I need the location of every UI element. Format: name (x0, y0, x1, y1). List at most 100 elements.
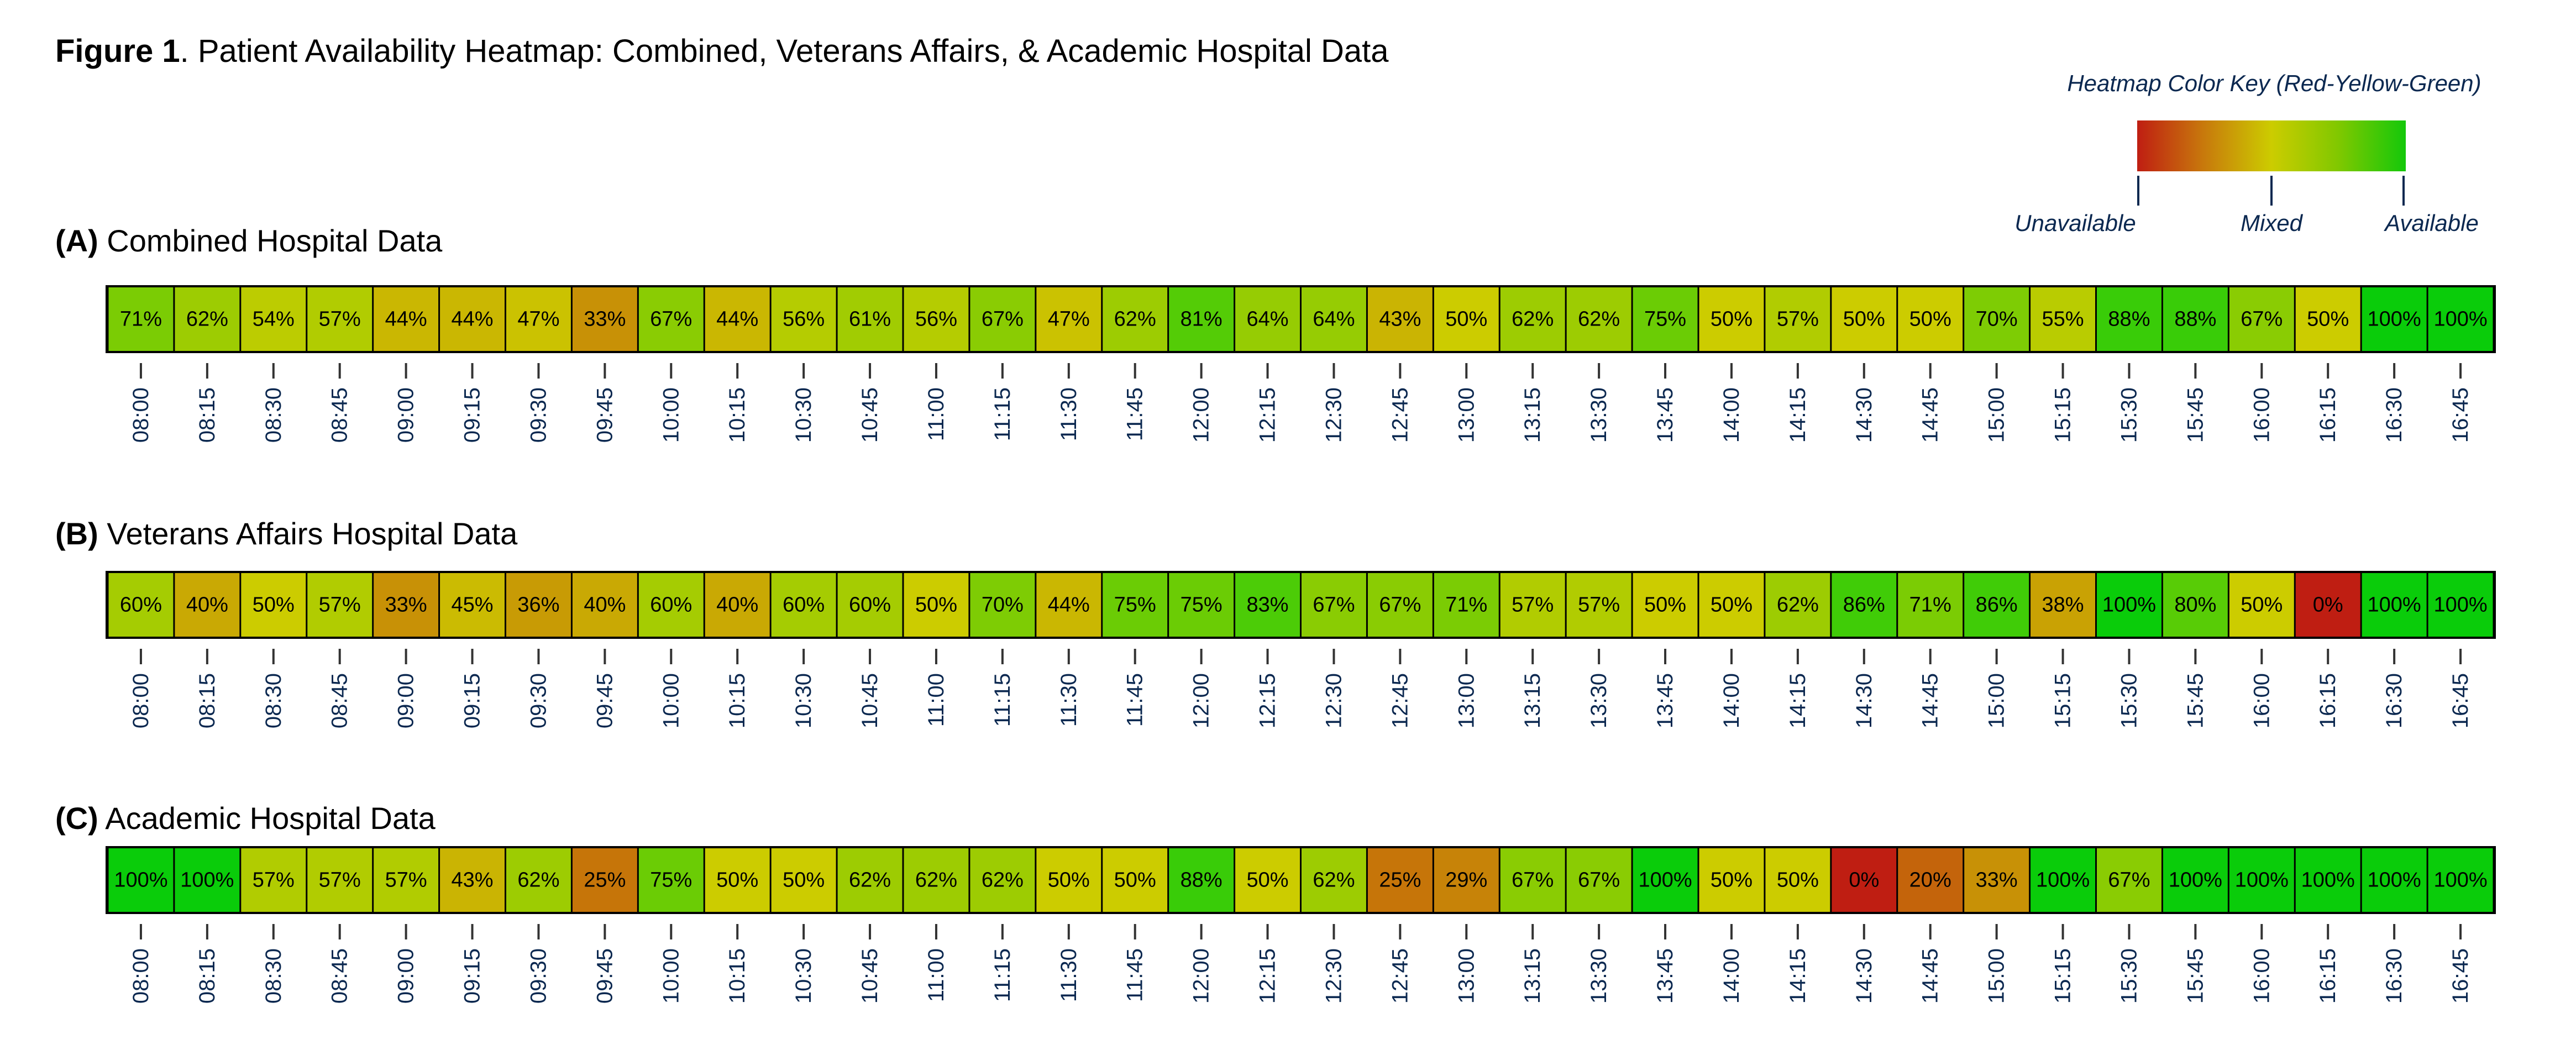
legend-label-mixed: Mixed (2241, 210, 2304, 236)
heatmap-cell (771, 287, 836, 351)
heatmap-cell (2362, 287, 2427, 351)
heatmap-cell (638, 287, 704, 351)
x-tick-label: 09:00 (394, 387, 418, 443)
x-tick-label: 15:45 (2183, 673, 2207, 728)
heatmap-cell (1832, 573, 1897, 637)
heatmap-cell (904, 848, 969, 912)
cell-value-label: 25% (1379, 869, 1421, 892)
cell-value-label: 44% (716, 308, 758, 331)
cell-value-label: 81% (1181, 308, 1223, 331)
cell-value-label: 100% (2169, 869, 2222, 892)
panel-name: Academic Hospital Data (98, 801, 436, 836)
heatmap-cell (2428, 287, 2493, 351)
x-tick-label: 09:15 (460, 948, 485, 1004)
x-tick-label: 15:15 (2051, 387, 2075, 443)
x-tick-label: 12:45 (1388, 387, 1412, 443)
x-tick-label: 11:15 (990, 387, 1015, 441)
heatmap-cell (241, 287, 306, 351)
x-tick-label: 15:45 (2183, 387, 2207, 443)
cell-value-label: 70% (1976, 308, 2018, 331)
heatmap-cell (1169, 287, 1234, 351)
x-tick-label: 14:30 (1852, 948, 1876, 1004)
cell-value-label: 29% (1445, 869, 1487, 892)
x-tick-label: 09:45 (592, 387, 617, 443)
x-tick-label: 10:15 (725, 948, 749, 1004)
heatmap-cell (2362, 848, 2427, 912)
cell-value-label: 57% (253, 869, 295, 892)
x-tick-label: 12:00 (1189, 387, 1214, 443)
x-tick-label: 10:30 (791, 387, 816, 443)
cell-value-label: 62% (1578, 308, 1620, 331)
cell-value-label: 40% (716, 594, 758, 617)
figure-title: Figure 1. Patient Availability Heatmap: … (55, 33, 1389, 69)
x-tick-label: 10:15 (725, 387, 749, 443)
heatmap-cell (374, 848, 439, 912)
legend-gradient-bar (2137, 120, 2406, 171)
cell-value-label: 25% (584, 869, 626, 892)
cell-value-label: 60% (650, 594, 692, 617)
cell-value-label: 44% (385, 308, 427, 331)
cell-value-label: 67% (1379, 594, 1421, 617)
heatmap-cell (241, 573, 306, 637)
cell-value-label: 88% (2174, 308, 2216, 331)
cell-value-label: 55% (2042, 308, 2084, 331)
heatmap-cell (108, 573, 174, 637)
cell-value-label: 62% (1777, 594, 1819, 617)
heatmap-cell (374, 287, 439, 351)
cell-value-label: 67% (2108, 869, 2150, 892)
legend-label-unavailable: Unavailable (2014, 210, 2136, 236)
heatmap-cell (970, 287, 1035, 351)
x-tick-label: 15:00 (1985, 387, 2009, 443)
heatmap-cell (374, 573, 439, 637)
heatmap-cell (1765, 848, 1830, 912)
x-tick-label: 11:45 (1123, 387, 1147, 441)
heatmap-cell (2097, 848, 2161, 912)
x-tick-label: 12:15 (1256, 387, 1280, 443)
cell-value-label: 100% (2368, 869, 2421, 892)
cell-value-label: 71% (1909, 594, 1951, 617)
heatmap-cell (1832, 287, 1897, 351)
heatmap-cell (2163, 848, 2228, 912)
cell-value-label: 57% (1777, 308, 1819, 331)
heatmap-cell (1434, 573, 1499, 637)
heatmap-cell (1434, 287, 1499, 351)
heatmap-cell (572, 573, 637, 637)
cell-value-label: 50% (1114, 869, 1156, 892)
panel-title: (C) Academic Hospital Data (55, 801, 436, 836)
x-tick-label: 08:45 (328, 387, 352, 443)
x-tick-label: 15:30 (2117, 673, 2141, 728)
x-tick-label: 16:30 (2382, 673, 2406, 728)
x-tick-label: 16:00 (2249, 387, 2274, 443)
cell-value-label: 38% (2042, 594, 2084, 617)
x-tick-label: 08:00 (129, 387, 153, 443)
cell-value-label: 62% (1512, 308, 1554, 331)
heatmap-cell (307, 848, 373, 912)
heatmap-cell (1898, 848, 1963, 912)
heatmap-cell (771, 848, 836, 912)
heatmap-cell (1367, 573, 1433, 637)
heatmap-cell (1832, 848, 1897, 912)
cell-value-label: 33% (385, 594, 427, 617)
heatmap-cell (1235, 573, 1300, 637)
heatmap-cell (2428, 848, 2493, 912)
heatmap-cell (1367, 287, 1433, 351)
x-tick-label: 15:30 (2117, 948, 2141, 1004)
x-tick-label: 08:00 (129, 673, 153, 728)
heatmap-cell (1434, 848, 1499, 912)
heatmap-cell (1765, 287, 1830, 351)
cell-value-label: 100% (2235, 869, 2289, 892)
x-tick-label: 09:00 (394, 948, 418, 1004)
cell-value-label: 86% (1843, 594, 1885, 617)
x-tick-label: 10:00 (659, 673, 683, 728)
heatmap-cell (307, 287, 373, 351)
x-tick-label: 16:15 (2316, 673, 2340, 728)
heatmap-cell (108, 848, 174, 912)
heatmap-cell (2097, 573, 2161, 637)
heatmap-cell (970, 573, 1035, 637)
x-tick-label: 08:15 (195, 673, 219, 728)
heatmap-cell (1500, 573, 1565, 637)
heatmap-cell (2031, 848, 2095, 912)
cell-value-label: 67% (982, 308, 1024, 331)
cell-value-label: 43% (1379, 308, 1421, 331)
